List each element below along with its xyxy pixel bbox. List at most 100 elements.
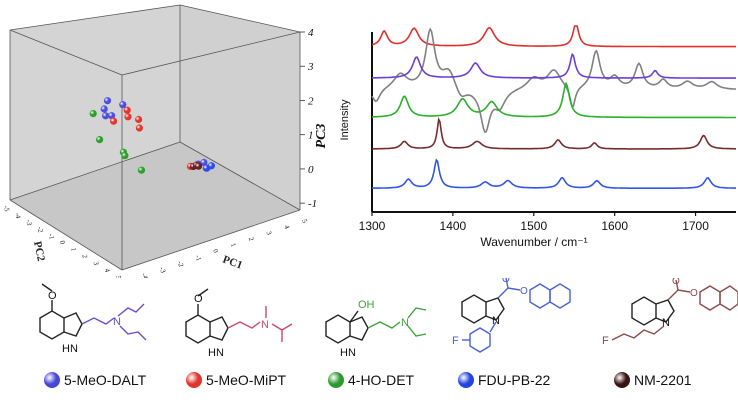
pc2-tick-label: -4 xyxy=(13,212,22,220)
structure-5-meo-mipt: O HN N xyxy=(185,288,293,359)
spectra-x-axis-label: Wavenumber / cm⁻¹ xyxy=(480,235,587,249)
ho-side-chain xyxy=(367,307,427,337)
legend-item-nm-2201: NM-2201 xyxy=(614,372,692,388)
atom-label: HN xyxy=(340,347,356,359)
spectra-line-chart: 1300 1400 1500 1600 1700 Intensity Wavenumbe… xyxy=(339,25,737,249)
spectra-series xyxy=(371,25,737,189)
spectra-x-tick-label: 1700 xyxy=(682,219,709,233)
atom-label: N xyxy=(662,317,670,329)
legend-marker xyxy=(458,372,474,388)
pc1-tick-label: -2 xyxy=(176,260,186,269)
atom-label: HN xyxy=(208,347,224,359)
compound-legend: 5-MeO-DALT 5-MeO-MiPT 4-HO-DET FDU-PB-22… xyxy=(0,368,738,398)
legend-item-fdu-pb-22: FDU-PB-22 xyxy=(458,372,550,388)
atom-label: OH xyxy=(358,299,375,311)
pc2-tick-label: -1 xyxy=(47,233,56,241)
atom-label: O xyxy=(672,278,680,287)
legend-marker xyxy=(44,372,60,388)
pb-indole-core xyxy=(461,294,505,324)
spectrum-line-5-meo-dalt xyxy=(372,52,736,79)
pb-fluorobenzyl xyxy=(462,321,497,353)
pc3-tick-label: 2 xyxy=(308,95,314,107)
atom-label: O xyxy=(690,288,698,299)
spectrum-line-4-ho-det xyxy=(371,81,736,119)
pc2-tick-label: 1 xyxy=(69,247,78,252)
pc3-tick-label: 4 xyxy=(308,27,314,39)
pc1-tick-label: -1 xyxy=(193,254,203,263)
pc1-tick-label: 2 xyxy=(247,236,256,242)
pc1-tick-label: 0 xyxy=(211,248,220,254)
pc2-tick-label: -5 xyxy=(2,205,11,213)
atom-label: O xyxy=(194,293,203,305)
pca-point-5-meo-dalt xyxy=(100,105,108,113)
pc3-tick-label: 3 xyxy=(307,61,314,73)
structure-nm-2201: F N O O xyxy=(602,278,738,347)
chemical-structures: O HN N O HN N OH H xyxy=(39,278,738,359)
pca-point-4-ho-det xyxy=(89,110,97,118)
pc3-axis-label: PC3 xyxy=(314,124,329,149)
spectra-tick-labels: 1300 1400 1500 1600 1700 xyxy=(359,212,709,233)
pc3-tick-label: 0 xyxy=(308,164,314,176)
pc1-tick-label: 5 xyxy=(300,218,309,224)
pca-point-5-meo-dalt xyxy=(108,112,116,120)
pc3-tick-label: 1 xyxy=(308,130,314,142)
pca-point-5-meo-mipt xyxy=(123,106,131,114)
structure-fdu-pb-22: F N O O xyxy=(452,278,571,353)
pca-back-left-pane xyxy=(10,5,180,200)
pc1-tick-label: 4 xyxy=(282,224,291,230)
pca-points xyxy=(89,97,215,174)
atom-label: N xyxy=(401,317,409,329)
spectra-x-tick-label: 1500 xyxy=(520,219,547,233)
pca-box-edge xyxy=(179,141,301,211)
pca-box-edge xyxy=(9,4,181,31)
pc1-tick-label: 3 xyxy=(265,230,274,236)
pca-point-5-meo-mipt xyxy=(135,124,143,132)
pca-point-4-ho-det xyxy=(121,152,129,160)
spectra-axes xyxy=(371,32,736,213)
structure-4-ho-det: OH HN N xyxy=(325,299,427,359)
pc2-tick-label: 0 xyxy=(58,240,67,245)
dalt-side-chain xyxy=(81,303,147,341)
structure-5-meo-dalt: O HN N xyxy=(39,283,147,355)
atom-label: O xyxy=(48,290,57,302)
pca-point-4-ho-det xyxy=(96,136,104,144)
nm-ester-naphthyl xyxy=(667,279,738,311)
pc2-axis-label: PC2 xyxy=(31,240,47,263)
pc2-tick-label: 3 xyxy=(92,261,101,266)
spectra-x-tick-label: 1600 xyxy=(601,219,628,233)
spectrum-line-fdu-pb-22 xyxy=(372,158,736,189)
pca-3d-scatter: -101234-5-4-3-2-1012345-5-4-3-2-1012345 … xyxy=(2,4,329,278)
pca-point-5-meo-mipt xyxy=(110,117,118,125)
pc2-tick-label: 4 xyxy=(103,268,112,273)
pca-point-5-meo-mipt xyxy=(135,115,143,124)
pca-point-4-ho-det xyxy=(137,166,146,174)
atom-label: HN xyxy=(62,343,78,355)
pc1-tick-label: -3 xyxy=(158,266,168,275)
pc3-tick-label: -1 xyxy=(308,198,317,210)
pca-box-edge xyxy=(121,209,301,271)
mipt-indole-core xyxy=(185,304,229,344)
pb-ester-naphthyl xyxy=(497,278,571,309)
nm-indole-core xyxy=(631,296,675,326)
pca-box-edge xyxy=(179,4,301,33)
spectrum-line-experimental xyxy=(371,27,737,134)
legend-item-5-meo-mipt: 5-MeO-MiPT xyxy=(186,372,286,388)
pca-point-5-meo-dalt xyxy=(119,101,127,109)
pca-point-5-meo-dalt xyxy=(200,158,208,167)
legend-label: 5-MeO-MiPT xyxy=(206,372,287,388)
atom-label: F xyxy=(602,335,609,347)
spectra-x-tick-label: 1400 xyxy=(440,219,467,233)
dalt-methoxy xyxy=(41,283,53,292)
mipt-side-chain xyxy=(227,306,293,342)
atom-label: N xyxy=(492,315,500,327)
atom-label: O xyxy=(502,278,510,285)
legend-label: NM-2201 xyxy=(634,372,692,388)
pc2-tick-label: 5 xyxy=(114,275,123,278)
pc2-tick-label: -2 xyxy=(36,226,45,234)
pca-box-edge xyxy=(9,29,123,76)
dalt-indole-core xyxy=(39,300,83,340)
legend-label: 5-MeO-DALT xyxy=(64,372,147,388)
spectra-y-axis-label: Intensity xyxy=(339,99,351,140)
pca-floor-pane xyxy=(10,142,300,270)
